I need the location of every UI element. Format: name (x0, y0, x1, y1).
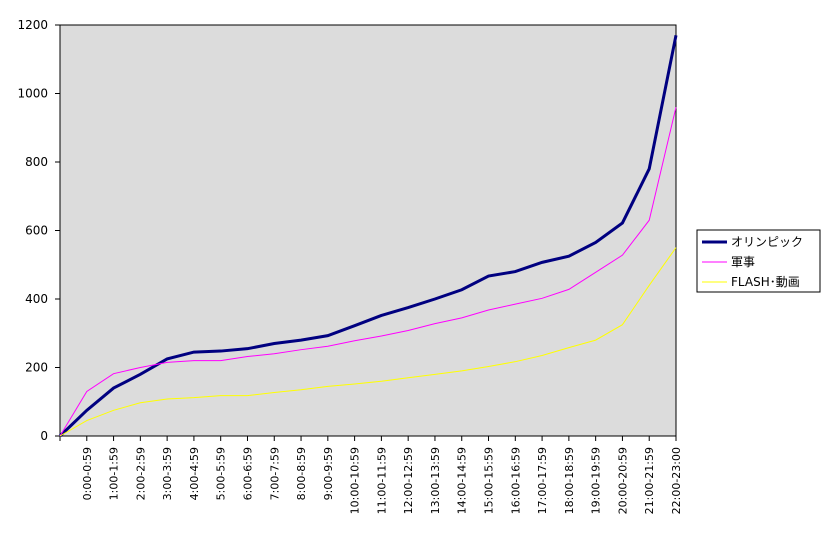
x-tick-label: 2:00-2:59 (134, 447, 147, 500)
x-tick-label: 20:00-20:59 (616, 447, 629, 514)
x-tick-label: 12:00-12:59 (402, 447, 415, 514)
plot-area (59, 24, 677, 437)
y-tick-label: 0 (40, 429, 48, 443)
x-tick-label: 11:00-11:59 (375, 447, 388, 514)
x-tick-label: 1:00-1:59 (108, 447, 121, 500)
legend-label: 軍事 (731, 255, 755, 269)
x-tick-label: 6:00-6:59 (241, 447, 254, 500)
y-tick-label: 800 (25, 155, 48, 169)
x-tick-label: 14:00-14:59 (456, 447, 469, 514)
x-tick-label: 16:00-16:59 (509, 447, 522, 514)
y-tick-label: 600 (25, 224, 48, 238)
series-line (59, 107, 677, 437)
x-tick-label: 13:00-13:59 (429, 447, 442, 514)
x-tick-label: 17:00-17:59 (536, 447, 549, 514)
legend-label: オリンピック (731, 235, 803, 249)
x-tick-label: 8:00-8:59 (295, 447, 308, 500)
x-tick-label: 10:00-10:59 (349, 447, 362, 514)
y-tick-label: 400 (25, 292, 48, 306)
x-tick-label: 15:00-15:59 (483, 447, 496, 514)
series-line (58, 34, 678, 438)
x-tick-label: 3:00-3:59 (161, 447, 174, 500)
y-tick-label: 200 (25, 361, 48, 375)
series-line (59, 247, 677, 437)
x-tick-label: 9:00-9:59 (322, 447, 335, 500)
y-tick-label: 1000 (17, 87, 48, 101)
x-tick-label: 19:00-19:59 (590, 447, 603, 514)
x-tick-label: 21:00-21:59 (643, 447, 656, 514)
x-tick-label: 5:00-5:59 (215, 447, 228, 500)
legend-label: FLASH･動画 (731, 275, 800, 289)
x-tick-label: 0:00-0:59 (81, 447, 94, 500)
x-tick-label: 7:00-7:59 (268, 447, 281, 500)
y-tick-label: 1200 (17, 18, 48, 32)
x-tick-label: 4:00-4:59 (188, 447, 201, 500)
x-tick-label: 18:00-18:59 (563, 447, 576, 514)
x-tick-label: 22:00-23:00 (670, 447, 683, 514)
